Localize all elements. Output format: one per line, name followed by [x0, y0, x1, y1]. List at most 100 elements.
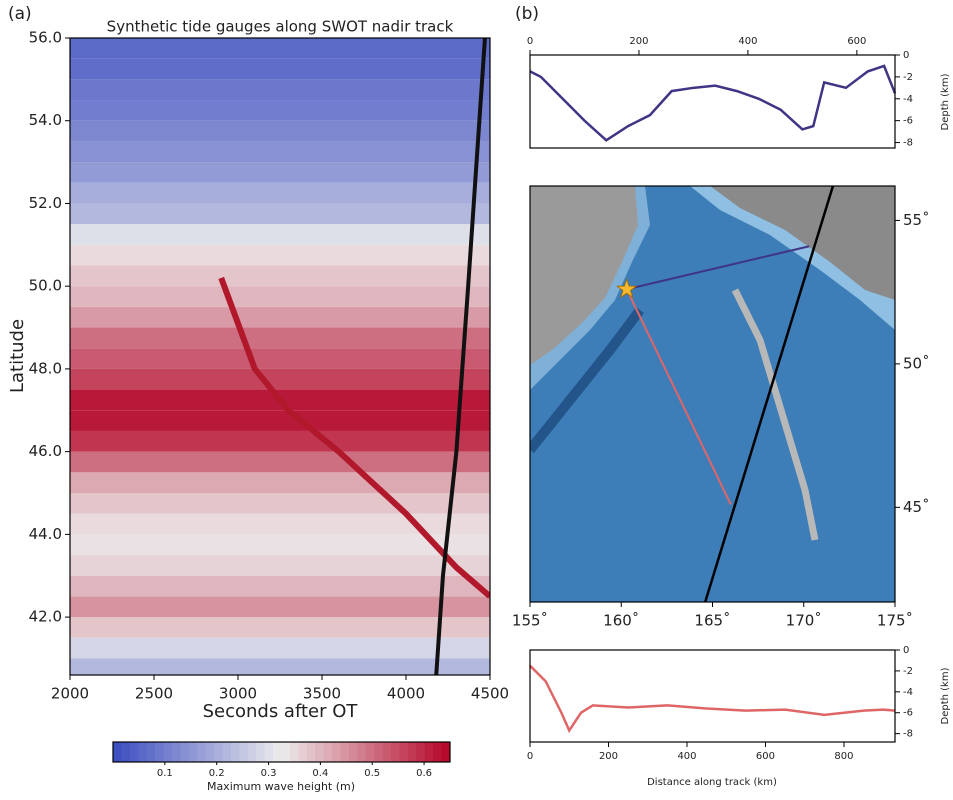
colorbar-step — [382, 742, 392, 762]
gauge-band — [70, 286, 490, 307]
colorbar-tick-label: 0.3 — [261, 768, 277, 779]
x-tick-label: 3500 — [303, 685, 341, 703]
colorbar-step — [256, 742, 266, 762]
axes-frame — [529, 185, 896, 603]
y-tick-label: 55˚ — [903, 211, 930, 229]
gauge-band — [70, 637, 490, 659]
gauge-band — [70, 58, 490, 80]
axes-frame — [69, 37, 491, 676]
colorbar-step — [399, 742, 409, 762]
gauge-band — [70, 596, 490, 618]
y-tick-label: 54.0 — [29, 111, 62, 129]
colorbar-step — [188, 742, 198, 762]
colorbar-step — [323, 742, 333, 762]
colorbar-step — [138, 742, 148, 762]
panel-label: (a) — [8, 4, 32, 24]
y-tick-label: 50˚ — [903, 354, 930, 372]
colorbar-step — [239, 742, 249, 762]
colorbar-step — [273, 742, 282, 762]
gauge-band — [70, 617, 490, 638]
colorbar-step — [306, 742, 316, 762]
gauge-band — [70, 410, 490, 431]
x-axis-label: Seconds after OT — [203, 701, 359, 722]
colorbar-tick-label: 0.1 — [157, 768, 173, 779]
gauge-band — [70, 182, 490, 204]
map-track — [626, 245, 810, 291]
x-tick-label: 2000 — [51, 685, 89, 703]
x-tick-label: 170˚ — [786, 612, 822, 630]
y-tick-label: -6 — [903, 116, 913, 127]
chart-title: Synthetic tide gauges along SWOT nadir t… — [107, 18, 454, 36]
x-tick-label: 600 — [756, 751, 775, 762]
colorbar-tick-label: 0.5 — [364, 768, 380, 779]
colorbar-step — [289, 742, 299, 762]
gauge-band — [70, 555, 490, 576]
y-tick-label: -8 — [903, 138, 913, 149]
gauge-band — [70, 327, 490, 349]
colorbar-step — [171, 742, 181, 762]
colorbar-step — [340, 742, 350, 762]
colorbar-step — [264, 742, 274, 762]
x-tick-label: 155˚ — [512, 612, 548, 630]
x-tick-label: 400 — [738, 36, 757, 47]
x-tick-label: 200 — [629, 36, 648, 47]
depth-profile — [529, 64, 897, 142]
y-tick-label: 46.0 — [29, 442, 62, 460]
y-tick-label: -4 — [903, 687, 913, 698]
gauge-band — [70, 244, 490, 266]
colorbar-label: Maximum wave height (m) — [207, 780, 355, 793]
colorbar-step — [230, 742, 240, 762]
panel-label: (b) — [515, 4, 539, 24]
colorbar-step — [433, 742, 443, 762]
gauge-band — [70, 472, 490, 493]
y-tick-label: 0 — [903, 645, 909, 656]
colorbar-tick-label: 0.2 — [209, 768, 225, 779]
map-track — [704, 186, 835, 602]
colorbar-step — [374, 742, 384, 762]
colorbar-step — [113, 742, 122, 762]
nadir-track — [434, 38, 487, 675]
gauge-band — [70, 224, 490, 245]
y-tick-label: 50.0 — [29, 277, 62, 295]
x-tick-label: 200 — [599, 751, 618, 762]
x-tick-label: 2500 — [135, 685, 173, 703]
colorbar-step — [441, 742, 451, 762]
colorbar-step — [163, 742, 173, 762]
gauge-band — [70, 451, 490, 473]
gauge-band — [70, 79, 490, 101]
colorbar-step — [348, 742, 358, 762]
y-tick-label: -6 — [903, 708, 913, 719]
map-track — [625, 288, 732, 505]
wave-front — [218, 276, 490, 599]
y-axis-label: Latitude — [7, 319, 28, 393]
colorbar-step — [205, 742, 215, 762]
colorbar-frame — [112, 741, 451, 763]
colorbar-step — [298, 742, 308, 762]
y-tick-label: -2 — [903, 72, 913, 83]
y-tick-label: 45˚ — [903, 498, 930, 516]
colorbar-step — [424, 742, 434, 762]
y-tick-label: 44.0 — [29, 525, 62, 543]
gauge-band — [70, 493, 490, 514]
x-tick-label: 600 — [847, 36, 866, 47]
colorbar-tick-label: 0.4 — [312, 768, 328, 779]
gauge-band — [70, 265, 490, 287]
y-tick-label: -2 — [903, 666, 913, 677]
colorbar-step — [391, 742, 400, 762]
colorbar-step — [129, 742, 139, 762]
map-tracks — [625, 186, 835, 602]
x-tick-label: 175˚ — [877, 612, 913, 630]
gauge-band — [70, 348, 490, 369]
gauge-band — [70, 513, 490, 535]
colorbar-step — [146, 742, 156, 762]
y-axis-label: Depth (km) — [940, 667, 951, 724]
x-tick-label: 4000 — [387, 685, 425, 703]
gauge-band — [70, 100, 490, 121]
y-tick-label: 52.0 — [29, 194, 62, 212]
axes-frame — [529, 649, 896, 743]
gauge-band — [70, 203, 490, 225]
y-tick-label: -4 — [903, 94, 913, 105]
gauge-band — [70, 575, 490, 597]
colorbar-step — [332, 742, 341, 762]
x-tick-label: 0 — [527, 36, 533, 47]
